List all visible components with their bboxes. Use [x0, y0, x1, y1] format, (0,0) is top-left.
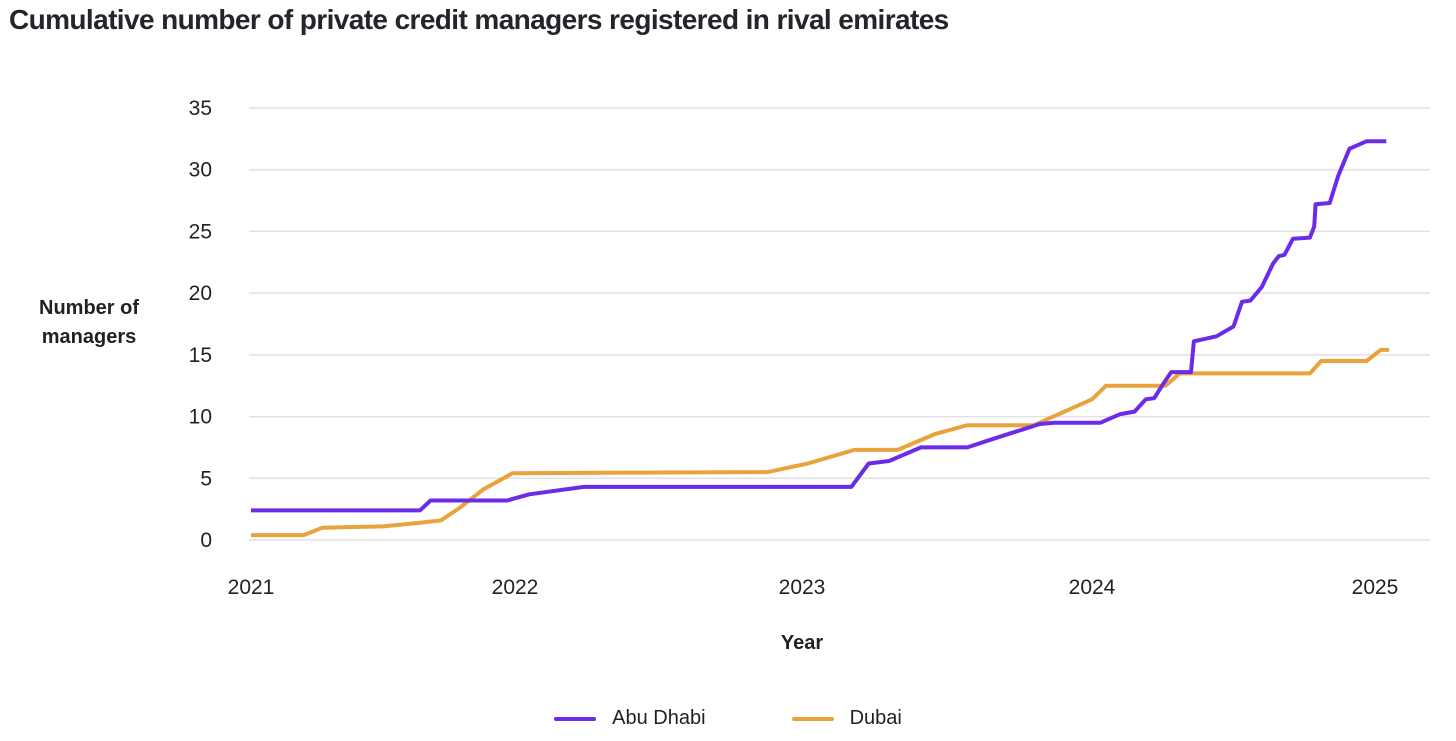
chart-title: Cumulative number of private credit mana…	[9, 4, 949, 35]
y-tick-label: 5	[200, 467, 212, 490]
legend-item-abu-dhabi: Abu Dhabi	[554, 707, 706, 730]
y-axis-title-line2: managers	[41, 326, 137, 348]
series-line-dubai	[251, 347, 1390, 538]
x-axis-title: Year	[780, 632, 824, 654]
y-axis-title-line1: Number of	[39, 297, 139, 319]
x-tick-label: 2022	[492, 576, 539, 599]
y-tick-label: 20	[189, 282, 212, 305]
series-line-abu-dhabi	[251, 139, 1387, 513]
y-tick-label: 10	[189, 406, 212, 429]
x-tick-label: 2025	[1352, 576, 1399, 599]
y-tick-label: 0	[200, 529, 212, 552]
legend-label-dubai: Dubai	[849, 707, 902, 729]
legend-label-abu-dhabi: Abu Dhabi	[612, 707, 706, 729]
legend-swatch-abu-dhabi	[554, 716, 597, 721]
legend-item-dubai: Dubai	[791, 707, 902, 730]
y-tick-label: 25	[189, 220, 212, 243]
y-axis-title: Number of managers	[22, 294, 156, 352]
y-tick-label: 15	[189, 344, 212, 367]
y-tick-label: 35	[189, 97, 212, 120]
x-tick-label: 2023	[779, 576, 826, 599]
x-tick-label: 2024	[1069, 576, 1116, 599]
x-tick-label: 2021	[228, 576, 275, 599]
y-tick-label: 30	[189, 159, 212, 182]
legend: Abu Dhabi Dubai	[0, 707, 1456, 730]
legend-swatch-dubai	[791, 716, 834, 721]
